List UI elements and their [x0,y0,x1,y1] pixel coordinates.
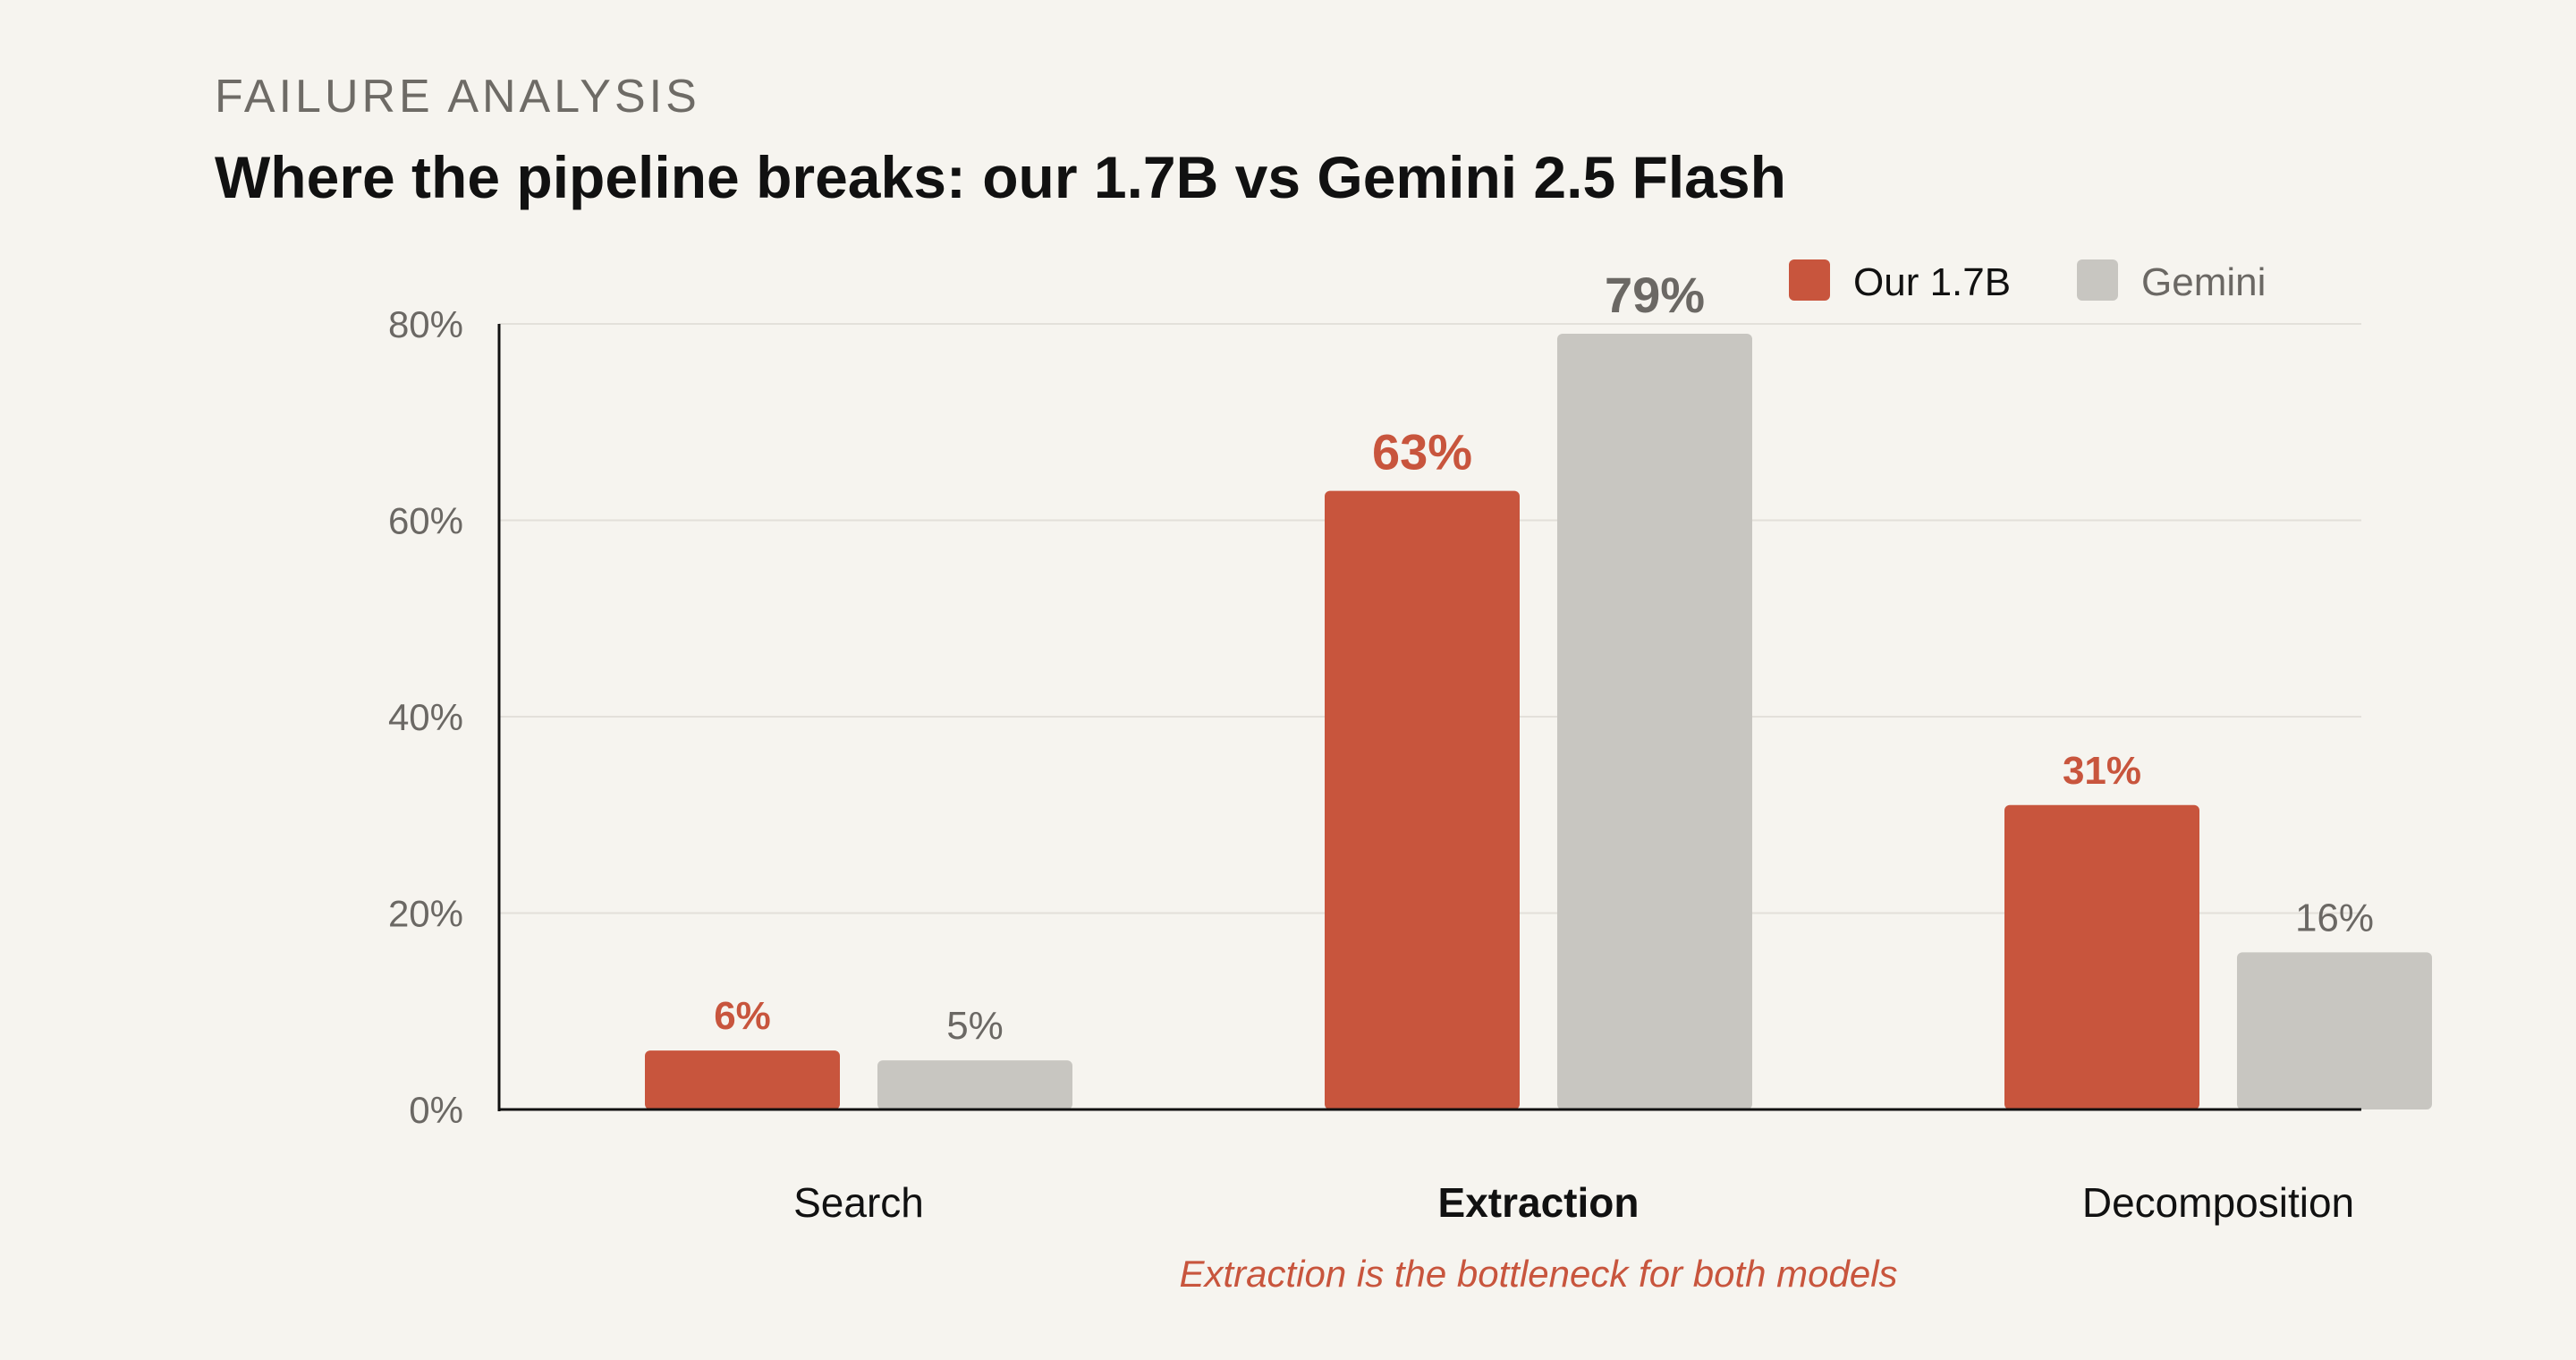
x-category-label: Decomposition [2082,1179,2354,1226]
y-tick-label: 40% [388,696,463,738]
bars [645,333,2432,1110]
y-tick-label: 80% [388,303,463,345]
legend-swatch-ours [1789,259,1830,301]
labels: 0% 20% 40% 60% 80% 6% 5% Search 63% 79% Extraction… [388,267,2374,1295]
chart-title: Where the pipeline breaks: our 1.7B vs G… [215,144,1786,210]
bar-gemini-extraction [1557,333,1752,1110]
y-tick-label: 0% [409,1089,463,1131]
chart-annotation: Extraction is the bottleneck for both mo… [1179,1253,1897,1295]
axes [497,324,2361,1111]
bar-ours-decomposition [2004,804,2199,1109]
data-label: 63% [1372,424,1472,480]
legend-label-gemini: Gemini [2141,260,2266,304]
data-label: 79% [1605,267,1705,323]
y-tick-label: 20% [388,893,463,935]
bar-gemini-search [877,1060,1072,1109]
y-tick-label: 60% [388,500,463,542]
data-label: 31% [2063,749,2141,793]
data-label: 5% [946,1004,1004,1048]
x-category-label: Extraction [1438,1179,1640,1226]
bar-gemini-decomposition [2237,952,2432,1109]
chart-eyebrow: FAILURE ANALYSIS [215,71,700,123]
legend: Our 1.7B Gemini [1789,259,2266,304]
x-category-label: Search [793,1179,924,1226]
data-label: 6% [714,994,771,1038]
bar-ours-extraction [1325,490,1520,1109]
data-label: 16% [2295,896,2374,939]
legend-label-ours: Our 1.7B [1853,260,2011,304]
legend-swatch-gemini [2077,259,2118,301]
bar-ours-search [645,1050,840,1109]
